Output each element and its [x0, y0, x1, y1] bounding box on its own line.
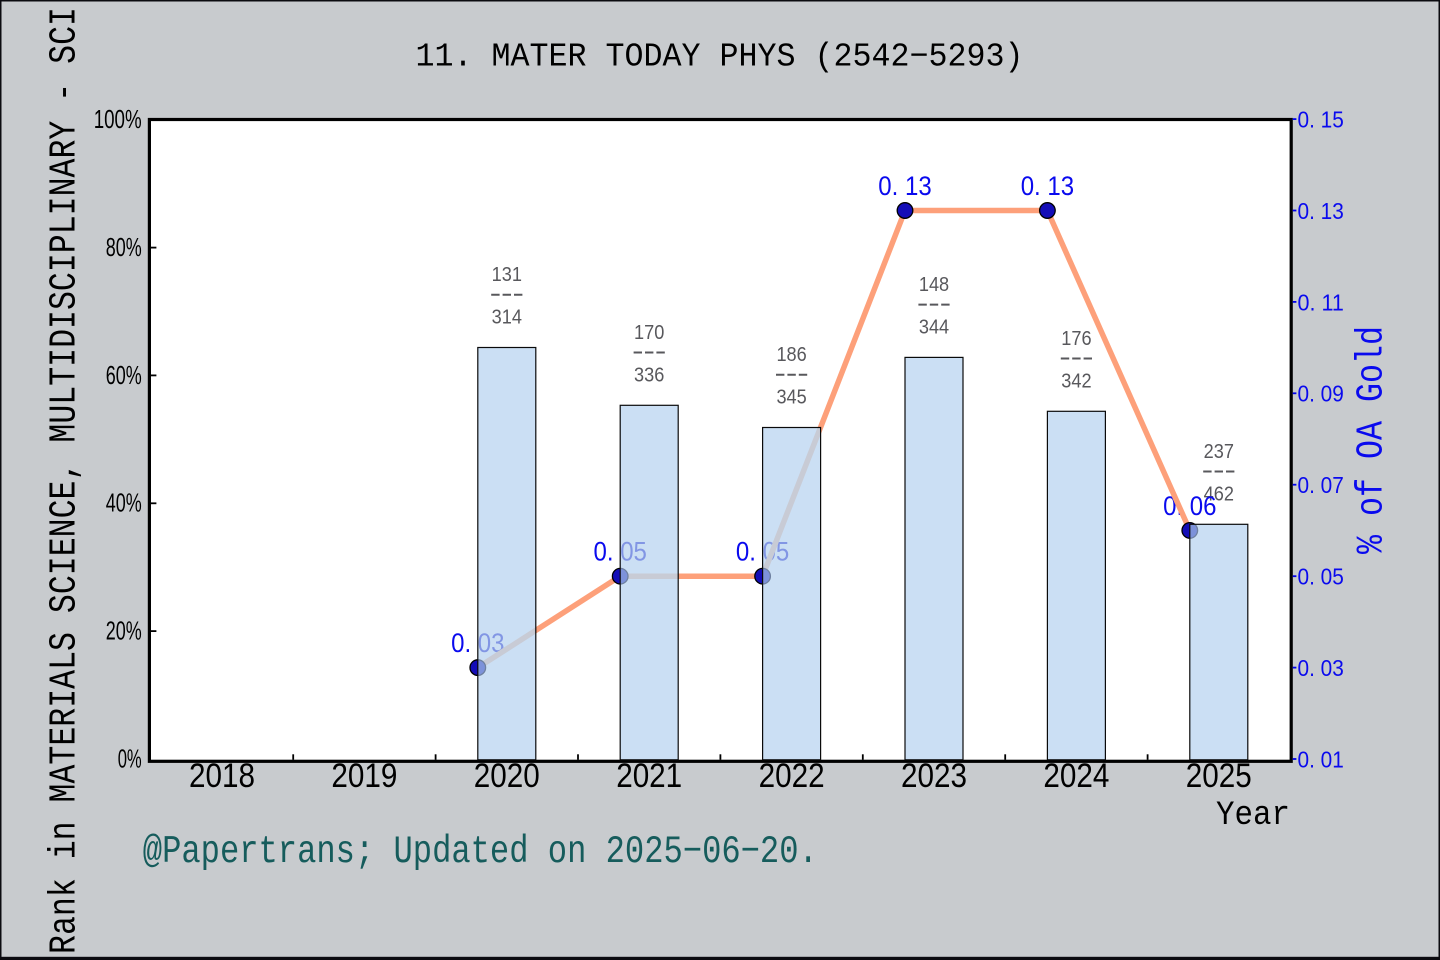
svg-text:0. 13: 0. 13 [878, 171, 931, 201]
svg-text:0. 01: 0. 01 [1298, 746, 1344, 772]
svg-text:Year: Year [1216, 797, 1290, 835]
svg-text:342: 342 [1061, 370, 1091, 392]
svg-text:170: 170 [634, 322, 664, 344]
svg-text:314: 314 [492, 307, 522, 329]
svg-text:2021: 2021 [616, 757, 682, 795]
svg-text:2018: 2018 [189, 757, 255, 795]
svg-text:237: 237 [1204, 441, 1234, 463]
svg-text:0. 15: 0. 15 [1298, 107, 1344, 133]
svg-text:2020: 2020 [474, 757, 540, 795]
svg-text:345: 345 [776, 387, 806, 409]
svg-text:0. 03: 0. 03 [1298, 655, 1344, 681]
svg-text:462: 462 [1204, 483, 1234, 505]
svg-text:0. 13: 0. 13 [1298, 198, 1344, 224]
svg-text:0. 13: 0. 13 [1021, 171, 1074, 201]
svg-text:2024: 2024 [1043, 757, 1109, 795]
svg-text:Rank in MATERIALS SCIENCE, MUL: Rank in MATERIALS SCIENCE, MULTIDISCIPLI… [44, 7, 87, 954]
svg-text:176: 176 [1061, 328, 1091, 350]
svg-text:0. 06: 0. 06 [1163, 491, 1216, 521]
svg-text:80%: 80% [106, 234, 142, 262]
svg-text:186: 186 [776, 344, 806, 366]
svg-text:100%: 100% [94, 106, 142, 134]
svg-text:60%: 60% [106, 362, 142, 390]
svg-text:% of OA Gold: % of OA Gold [1351, 326, 1394, 554]
svg-text:@Papertrans; Updated on 2025−0: @Papertrans; Updated on 2025−06−20. [143, 830, 818, 874]
svg-text:40%: 40% [106, 490, 142, 518]
svg-text:0. 07: 0. 07 [1298, 472, 1344, 498]
svg-text:131: 131 [492, 264, 522, 286]
svg-text:0. 05: 0. 05 [1298, 564, 1344, 590]
svg-text:2025: 2025 [1186, 757, 1252, 795]
svg-text:0. 11: 0. 11 [1298, 289, 1344, 315]
svg-text:344: 344 [919, 316, 949, 338]
svg-text:148: 148 [919, 274, 949, 296]
svg-text:0%: 0% [118, 745, 142, 773]
svg-text:2019: 2019 [331, 757, 397, 795]
svg-text:2022: 2022 [759, 757, 825, 795]
svg-text:0. 09: 0. 09 [1298, 381, 1344, 407]
svg-text:20%: 20% [106, 618, 142, 646]
svg-text:336: 336 [634, 364, 664, 386]
svg-text:11. MATER TODAY PHYS (2542−529: 11. MATER TODAY PHYS (2542−5293) [416, 38, 1024, 75]
svg-text:2023: 2023 [901, 757, 967, 795]
